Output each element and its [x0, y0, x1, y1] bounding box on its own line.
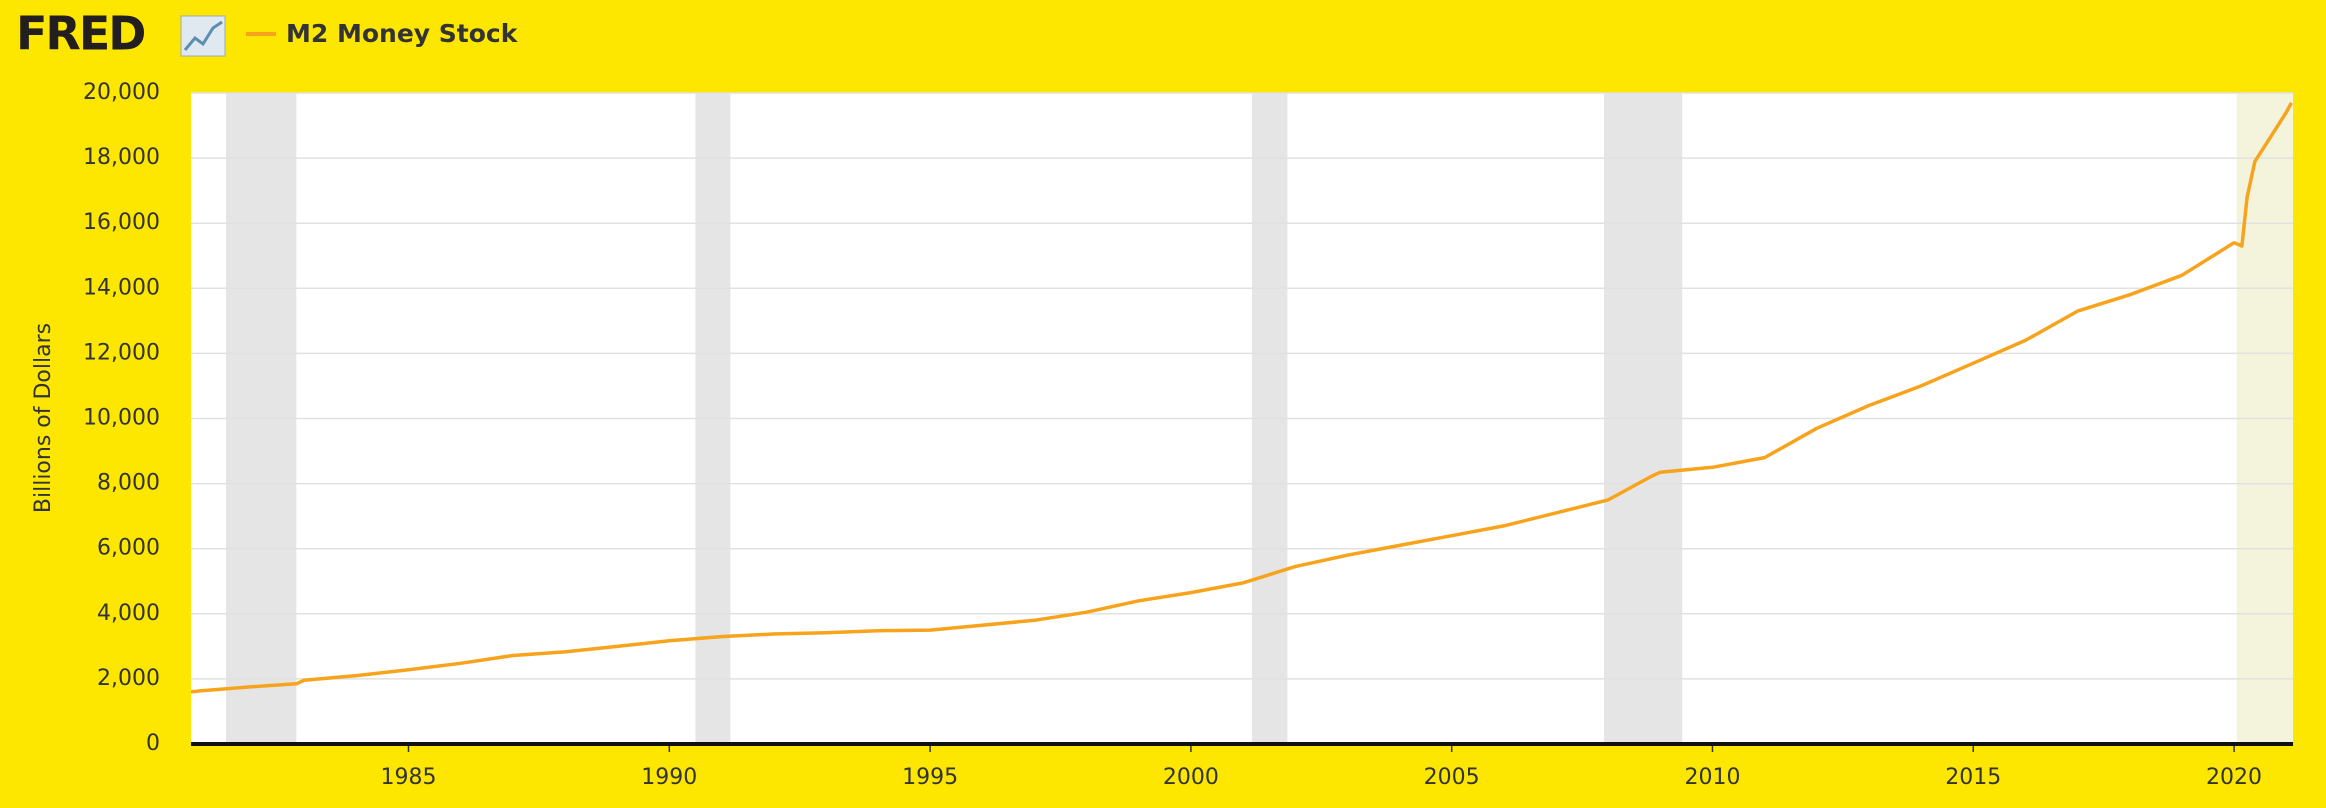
y-tick-label: 20,000 [83, 80, 160, 105]
logo-icon [180, 15, 226, 57]
y-tick-label: 0 [146, 731, 160, 756]
y-tick-label: 6,000 [97, 536, 160, 561]
logo[interactable]: FRED [16, 7, 146, 61]
y-tick-label: 12,000 [83, 340, 160, 365]
data-line [190, 101, 2293, 694]
x-tick-label: 1990 [641, 765, 697, 790]
legend-label[interactable]: M2 Money Stock [286, 19, 519, 48]
y-tick-label: 14,000 [83, 275, 160, 300]
x-tick-label: 1995 [902, 765, 958, 790]
x-tick-label: 2010 [1684, 765, 1740, 790]
x-tick-label: 1985 [381, 765, 437, 790]
y-tick-label: 4,000 [97, 601, 160, 626]
y-axis-title: Billions of Dollars [31, 323, 56, 513]
x-tick-label: 2005 [1424, 765, 1480, 790]
x-tick-label: 2020 [2206, 765, 2262, 790]
y-tick-label: 18,000 [83, 145, 160, 170]
y-tick-label: 10,000 [83, 406, 160, 431]
y-tick-label: 16,000 [83, 210, 160, 235]
x-tick-label: 2000 [1163, 765, 1219, 790]
y-tick-label: 8,000 [97, 471, 160, 496]
x-tick-label: 2015 [1945, 765, 2001, 790]
y-tick-label: 2,000 [97, 666, 160, 691]
